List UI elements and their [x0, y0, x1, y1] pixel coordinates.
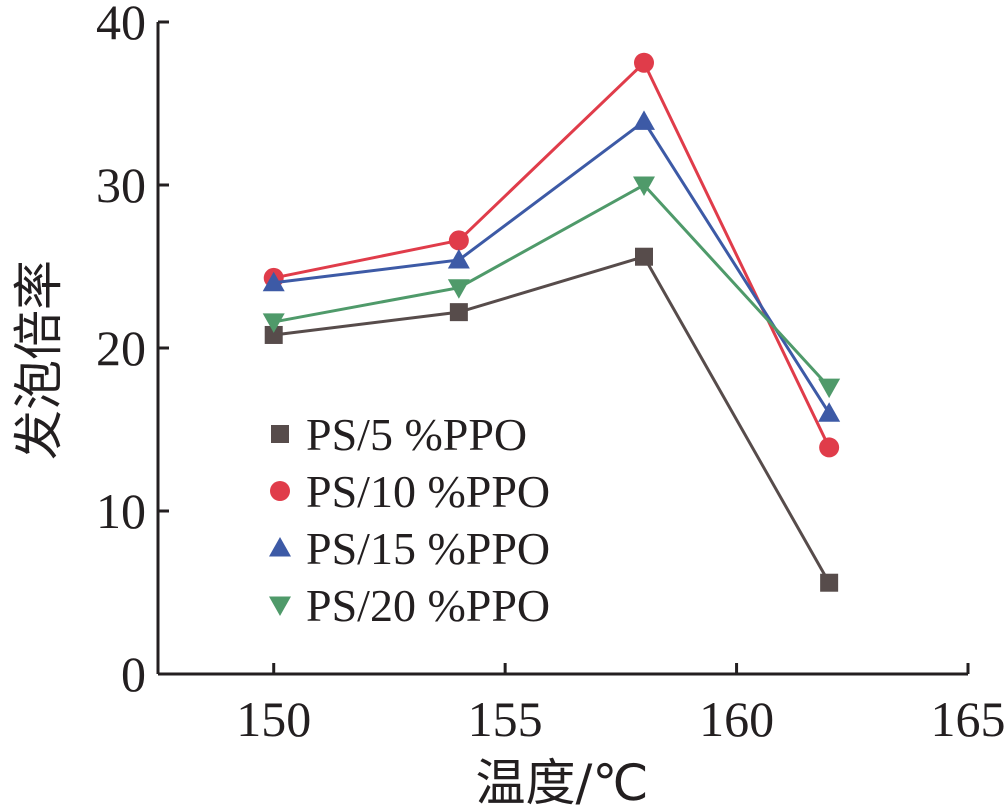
legend-marker — [269, 537, 291, 557]
legend: PS/5 %PPO PS/10 %PPO PS/15 %PPO PS/20 %PPO — [269, 409, 550, 631]
data-point — [447, 248, 470, 269]
y-tick-label: 10 — [96, 483, 146, 539]
legend-label: PS/20 %PPO — [306, 580, 550, 631]
legend-label: PS/5 %PPO — [306, 409, 527, 460]
x-tick-label: 150 — [236, 691, 311, 747]
x-ticks: 150 155 160 165 — [236, 663, 1006, 747]
series-layer — [262, 52, 841, 592]
series-2 — [263, 52, 840, 458]
legend-marker — [271, 425, 289, 443]
legend-label: PS/10 %PPO — [306, 466, 550, 517]
data-point — [819, 437, 840, 458]
legend-marker — [270, 481, 290, 501]
y-axis-title: 发泡倍率 — [10, 260, 68, 460]
data-point — [262, 313, 285, 333]
data-point — [448, 230, 469, 251]
data-point — [635, 247, 653, 266]
y-tick-label: 20 — [96, 320, 146, 376]
y-ticks: 0 10 20 30 40 — [96, 0, 169, 702]
x-tick-label: 165 — [931, 691, 1006, 747]
y-tick-label: 30 — [96, 157, 146, 213]
y-tick-label: 0 — [121, 646, 146, 702]
series-4 — [262, 176, 841, 399]
legend-label: PS/15 %PPO — [306, 523, 550, 574]
series-1 — [264, 247, 839, 592]
data-point — [264, 325, 283, 344]
data-point — [633, 176, 655, 196]
legend-marker — [269, 596, 291, 616]
series-line — [273, 119, 831, 415]
x-axis-title: 温度/℃ — [476, 754, 649, 809]
data-point — [633, 110, 655, 130]
axes — [156, 22, 968, 676]
x-tick-label: 160 — [699, 691, 774, 747]
data-point — [449, 303, 468, 322]
series-line — [273, 183, 831, 389]
y-tick-label: 40 — [96, 0, 146, 50]
data-point — [447, 279, 470, 299]
data-point — [634, 52, 654, 73]
data-point — [818, 402, 841, 422]
data-point — [262, 271, 285, 292]
series-line — [273, 254, 831, 584]
x-tick-label: 155 — [468, 691, 543, 747]
series-3 — [262, 110, 841, 422]
series-line — [273, 60, 831, 449]
data-point — [818, 378, 841, 399]
data-point — [820, 573, 839, 592]
